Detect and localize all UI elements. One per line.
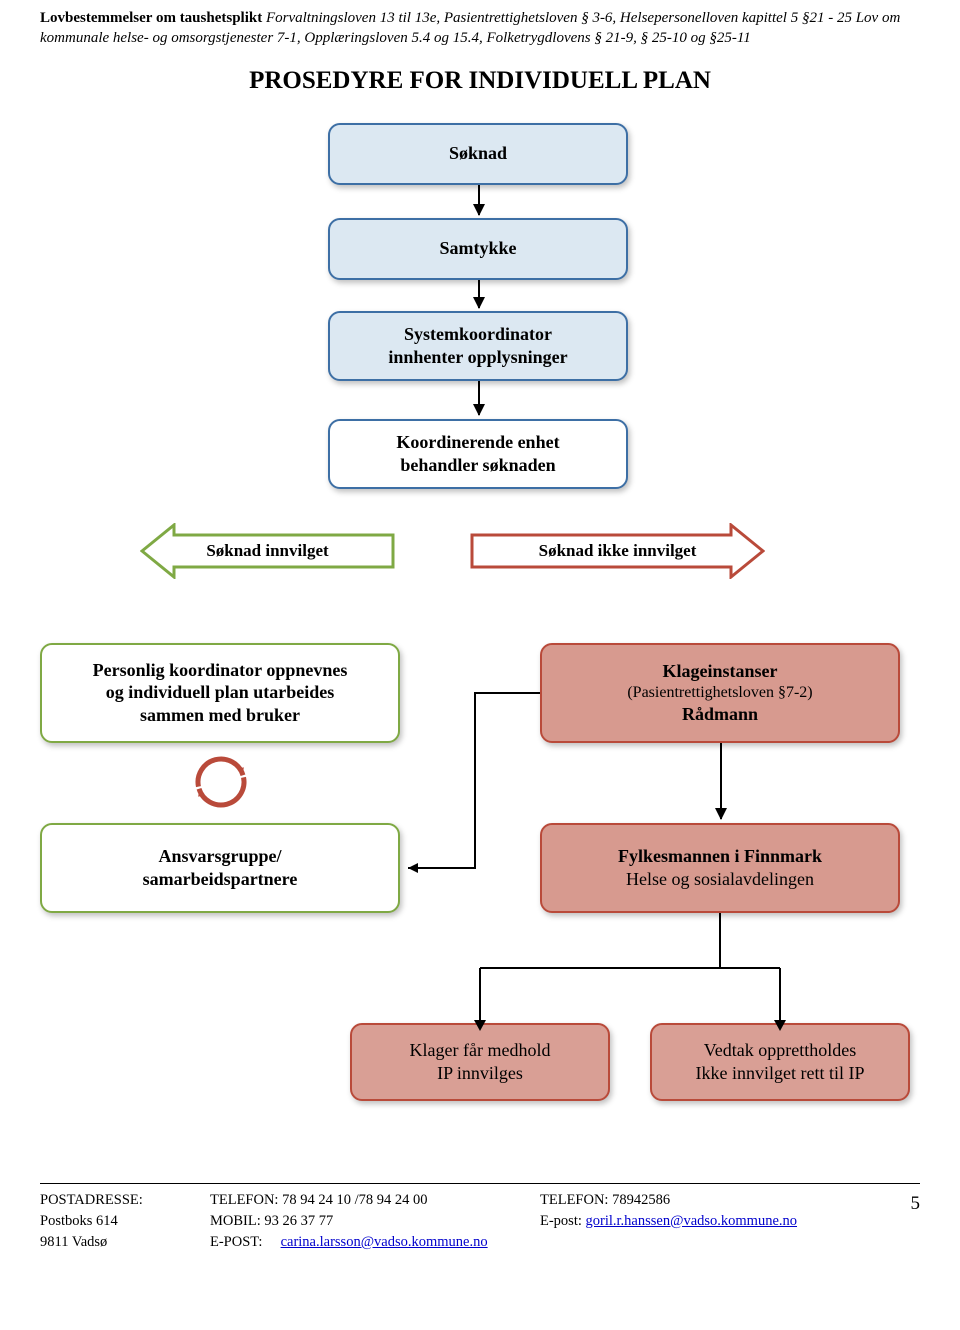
decision-ikke-innvilget: Søknad ikke innvilget	[470, 523, 765, 579]
decision-innvilget-label: Søknad innvilget	[206, 541, 328, 561]
footer-address-l2: Postboks 614	[40, 1211, 210, 1232]
footer-epost2-label: E-post:	[540, 1213, 586, 1229]
box-personlig-l1: Personlig koordinator oppnevnes	[93, 659, 348, 682]
footer-address-label: POSTADRESSE:	[40, 1190, 210, 1211]
flowchart: Søknad Samtykke Systemkoordinator innhen…	[40, 123, 920, 1173]
footer-col-contact2: TELEFON: 78942586 E-post: goril.r.hansse…	[540, 1190, 880, 1253]
page-title: PROSEDYRE FOR INDIVIDUELL PLAN	[40, 67, 920, 95]
footer-tel-label: TELEFON:	[210, 1192, 278, 1208]
box-fylkes-l2: Helse og sosialavdelingen	[626, 868, 814, 891]
connector-branch	[465, 911, 795, 1034]
decision-innvilget: Søknad innvilget	[140, 523, 395, 579]
footer-epost-link[interactable]: carina.larsson@vadso.kommune.no	[281, 1234, 488, 1250]
box-medhold-l2: IP innvilges	[437, 1062, 523, 1085]
box-personlig-l3: sammen med bruker	[140, 704, 300, 727]
footer-tel2-val: 78942586	[608, 1192, 670, 1208]
box-ansvar-l2: samarbeidspartnere	[143, 868, 298, 891]
cycle-icon	[190, 747, 252, 822]
box-koordenhet-l2: behandler søknaden	[400, 454, 555, 477]
box-personlig-koordinator: Personlig koordinator oppnevnes og indiv…	[40, 643, 400, 743]
box-klage-l1: Klageinstanser	[663, 660, 778, 683]
box-klager-medhold: Klager får medhold IP innvilges	[350, 1023, 610, 1101]
box-systemkoord-l2: innhenter opplysninger	[388, 346, 567, 369]
footer-mobil-val: 93 26 37 77	[261, 1213, 334, 1229]
footer-col-phone: TELEFON: 78 94 24 10 /78 94 24 00 MOBIL:…	[210, 1190, 540, 1253]
box-samtykke-label: Samtykke	[439, 237, 516, 260]
footer: POSTADRESSE: Postboks 614 9811 Vadsø TEL…	[40, 1183, 920, 1253]
box-systemkoord-l1: Systemkoordinator	[404, 323, 552, 346]
footer-tel2-label: TELEFON:	[540, 1192, 608, 1208]
legal-bold: Lovbestemmelser om taushetsplikt	[40, 10, 262, 26]
box-oppretth-l2: Ikke innvilget rett til IP	[696, 1062, 865, 1085]
box-samtykke: Samtykke	[328, 218, 628, 280]
box-ansvar-l1: Ansvarsgruppe/	[158, 845, 281, 868]
arrow-2	[478, 280, 480, 308]
footer-col-address: POSTADRESSE: Postboks 614 9811 Vadsø	[40, 1190, 210, 1253]
arrow-1	[478, 185, 480, 215]
box-fylkesmannen: Fylkesmannen i Finnmark Helse og sosiala…	[540, 823, 900, 913]
box-koordinerende-enhet: Koordinerende enhet behandler søknaden	[328, 419, 628, 489]
box-oppretth-l1: Vedtak opprettholdes	[704, 1039, 856, 1062]
footer-epost2-link[interactable]: goril.r.hanssen@vadso.kommune.no	[586, 1213, 798, 1229]
box-klageinstanser: Klageinstanser (Pasientrettighetsloven §…	[540, 643, 900, 743]
page-number: 5	[880, 1190, 920, 1253]
legal-header: Lovbestemmelser om taushetsplikt Forvalt…	[40, 8, 920, 49]
box-klage-l2: (Pasientrettighetsloven §7-2)	[627, 683, 812, 703]
footer-tel-val: 78 94 24 10 /78 94 24 00	[278, 1192, 427, 1208]
box-fylkes-l1: Fylkesmannen i Finnmark	[618, 845, 822, 868]
connector-klage-to-left	[400, 683, 550, 888]
box-ansvarsgruppe: Ansvarsgruppe/ samarbeidspartnere	[40, 823, 400, 913]
box-personlig-l2: og individuell plan utarbeides	[106, 681, 335, 704]
box-vedtak-opprettholdes: Vedtak opprettholdes Ikke innvilget rett…	[650, 1023, 910, 1101]
box-klage-l3: Rådmann	[682, 703, 758, 726]
arrow-klage-fylkes	[720, 743, 722, 819]
box-soknad: Søknad	[328, 123, 628, 185]
box-soknad-label: Søknad	[449, 142, 507, 165]
footer-address-l3: 9811 Vadsø	[40, 1232, 210, 1253]
box-koordenhet-l1: Koordinerende enhet	[396, 431, 559, 454]
box-medhold-l1: Klager får medhold	[410, 1039, 551, 1062]
box-systemkoordinator: Systemkoordinator innhenter opplysninger	[328, 311, 628, 381]
arrow-3	[478, 381, 480, 415]
footer-mobil-label: MOBIL:	[210, 1213, 261, 1229]
decision-ikke-label: Søknad ikke innvilget	[539, 541, 697, 561]
footer-epost-label: E-POST:	[210, 1234, 262, 1250]
